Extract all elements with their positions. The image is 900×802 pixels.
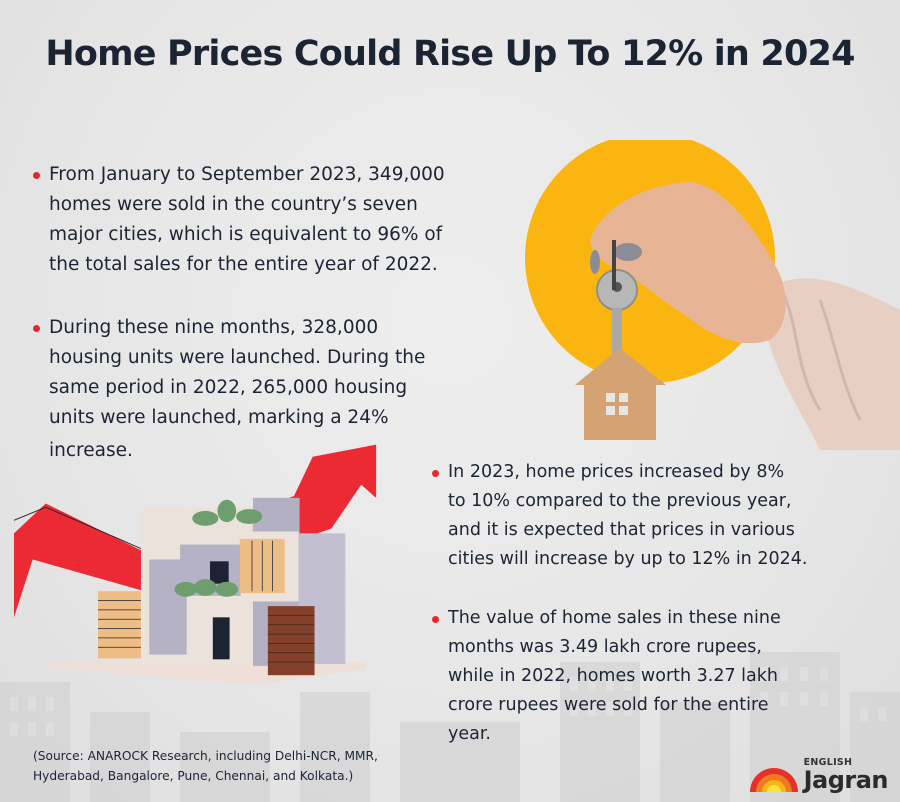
english-jagran-logo: ENGLISH Jagran xyxy=(748,756,889,794)
hand-holding-house-key-illustration xyxy=(525,140,900,450)
bullet-dot-icon xyxy=(33,172,40,179)
page-title: Home Prices Could Rise Up To 12% in 2024 xyxy=(45,34,855,74)
bullet-dot-icon xyxy=(432,470,439,477)
red-rising-arrow xyxy=(14,444,377,618)
source-note: (Source: ANAROCK Research, including Del… xyxy=(33,749,378,783)
bullet-dot-icon xyxy=(432,616,439,623)
sunrise-logo-icon xyxy=(749,768,798,792)
fact-bullet-price-increase: In 2023, home prices increased by 8% to … xyxy=(432,458,882,574)
fact-bullet-sales-value: The value of home sales in these nine mo… xyxy=(432,604,852,749)
fact-bullet-housing-launches: During these nine months, 328,000 housin… xyxy=(33,313,473,466)
fact-bullet-home-sales: From January to September 2023, 349,000 … xyxy=(33,160,503,280)
logo-jagran-text: Jagran xyxy=(803,766,889,794)
house-with-rising-arrow-illustration xyxy=(13,444,377,685)
bullet-dot-icon xyxy=(33,325,40,332)
logo-english-text: ENGLISH xyxy=(803,756,853,768)
